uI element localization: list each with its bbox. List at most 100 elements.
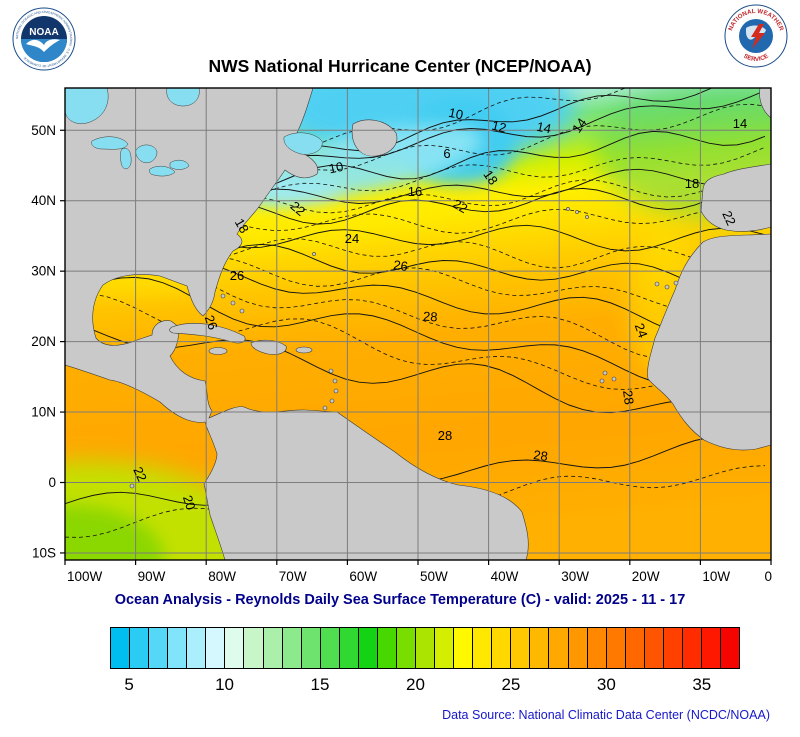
contour-label: 26 <box>202 313 221 332</box>
colorbar-tick-label: 35 <box>692 675 712 694</box>
x-axis-label: 80W <box>208 569 236 584</box>
x-axis-label: 70W <box>279 569 307 584</box>
newfoundland-island <box>351 119 398 157</box>
iberia-landmass <box>700 163 771 232</box>
page-title: NWS National Hurricane Center (NCEP/NOAA… <box>208 56 592 76</box>
colorbar-cell <box>473 628 493 668</box>
contour-label: 22 <box>450 196 470 216</box>
hudson-bay <box>65 88 109 124</box>
noaa-gull-icon <box>26 39 60 52</box>
colorbar-cell <box>168 628 188 668</box>
data-source-text: Data Source: National Climatic Data Cent… <box>442 708 770 722</box>
y-axis-label: 50N <box>31 123 56 138</box>
nws-arc-text-bottom: SERVICE <box>742 53 770 64</box>
colorbar-cell <box>663 628 683 668</box>
lake-erie <box>149 165 176 177</box>
contour-label: 28 <box>620 389 637 405</box>
contour-label: 26 <box>230 268 244 283</box>
colorbar-cell <box>416 628 436 668</box>
lake-huron <box>135 144 158 164</box>
sst-map: 10 12 14 14 14 6 10 16 18 18 22 22 18 24 26 26 28 24 26 22 2… <box>31 87 772 584</box>
contour-label: 18 <box>480 167 501 187</box>
colorbar-tick-label: 25 <box>501 675 521 694</box>
x-axis-label: 60W <box>349 569 377 584</box>
colorbar: 5 10 15 20 25 30 35 <box>110 627 740 699</box>
contour-label: 10 <box>447 105 464 123</box>
y-axis-label: 0 <box>48 475 56 490</box>
colorbar-cell <box>682 628 702 668</box>
contour-label: 6 <box>443 146 450 161</box>
contour-label: 14 <box>535 119 552 137</box>
lesser-antilles-islands <box>322 368 339 411</box>
colorbar-cell <box>492 628 512 668</box>
y-axis-label: 20N <box>31 334 56 349</box>
graticule-grid <box>65 88 771 560</box>
x-axis-label: 50W <box>420 569 448 584</box>
americas-landmass <box>65 88 529 560</box>
jamaica-island <box>208 347 228 355</box>
colorbar-cell <box>587 628 607 668</box>
colorbar-cell <box>701 628 721 668</box>
lake-superior <box>91 136 129 150</box>
lakes-and-bays <box>65 88 323 177</box>
y-axis-label: 40N <box>31 193 56 208</box>
colorbar-cell <box>244 628 264 668</box>
colorbar-tick-label: 30 <box>596 675 616 694</box>
contour-label: 28 <box>423 309 438 325</box>
x-axis-label: 40W <box>491 569 519 584</box>
colorbar-cell <box>644 628 664 668</box>
colorbar-cell <box>225 628 245 668</box>
colorbar-cell <box>339 628 359 668</box>
colorbar-cell <box>111 628 131 668</box>
colorbar-cell <box>130 628 150 668</box>
colorbar-cell <box>377 628 397 668</box>
brittany-sliver <box>759 88 771 119</box>
contour-label: 16 <box>408 184 422 199</box>
x-axis-label: 100W <box>67 569 103 584</box>
colorbar-cell <box>511 628 531 668</box>
colorbar-cell <box>149 628 169 668</box>
contour-label: 12 <box>490 118 508 136</box>
colorbar-cell <box>301 628 321 668</box>
contour-label: 14 <box>569 115 590 135</box>
ungava-bay <box>166 88 200 107</box>
colorbar-cell <box>206 628 226 668</box>
galapagos-islands <box>129 483 135 489</box>
contour-label: 24 <box>632 321 651 340</box>
lake-ontario <box>169 159 190 170</box>
colorbar-cells <box>110 627 740 669</box>
nws-lightning-icon <box>751 24 765 49</box>
colorbar-cell <box>320 628 340 668</box>
contour-label: 20 <box>180 493 199 511</box>
contour-label: 28 <box>532 447 548 464</box>
colorbar-tick-label: 20 <box>405 675 425 694</box>
contour-label: 24 <box>345 231 359 246</box>
contour-label: 14 <box>733 116 747 131</box>
colorbar-cell <box>568 628 588 668</box>
colorbar-cell <box>549 628 569 668</box>
colorbar-cell <box>263 628 283 668</box>
puerto-rico-island <box>295 346 313 354</box>
azores-islands <box>566 207 589 219</box>
y-axis-label: 10N <box>31 405 56 420</box>
bermuda-island <box>312 252 316 256</box>
noaa-wordmark: NOAA <box>29 27 58 38</box>
map-subtitle: Ocean Analysis - Reynolds Daily Sea Surf… <box>114 592 686 608</box>
colorbar-cell <box>396 628 416 668</box>
contour-line <box>65 318 766 422</box>
x-axis-label: 30W <box>561 569 589 584</box>
colorbar-tick-label: 10 <box>215 675 234 694</box>
contour-label: 18 <box>685 176 699 191</box>
contour-label: 26 <box>392 257 408 274</box>
bahamas-islands <box>220 293 245 314</box>
noaa-logo: NATIONAL OCEANIC AND ATMOSPHERIC ADMINIS… <box>12 7 76 71</box>
x-axis-label: 0 <box>764 569 772 584</box>
colorbar-cell <box>625 628 645 668</box>
colorbar-cell <box>187 628 207 668</box>
axis-ticks <box>60 129 772 565</box>
y-axis-label: 30N <box>31 264 56 279</box>
contour-label: 18 <box>232 216 252 236</box>
y-axis-label: 10S <box>32 545 56 560</box>
x-axis-label: 20W <box>632 569 660 584</box>
colorbar-cell <box>358 628 378 668</box>
